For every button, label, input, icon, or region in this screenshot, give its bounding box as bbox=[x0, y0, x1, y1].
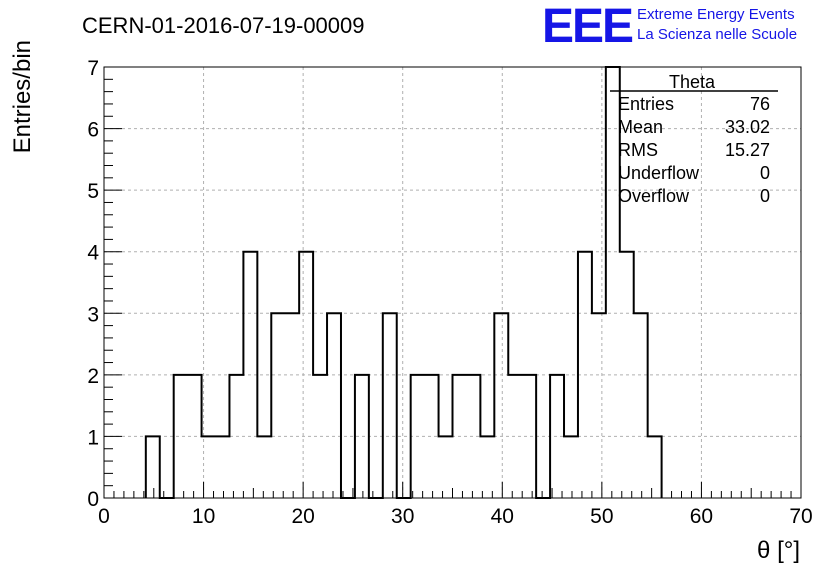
x-tick-label: 50 bbox=[590, 505, 613, 528]
axis-ticks bbox=[103, 66, 802, 499]
y-tick-label: 4 bbox=[87, 242, 99, 265]
x-tick-label: 60 bbox=[690, 505, 713, 528]
stats-rows: Entries 76 Mean 33.02 RMS 15.27 Underflow 0 Over… bbox=[618, 94, 770, 206]
histogram-bin bbox=[411, 375, 425, 498]
x-tick-label: 0 bbox=[98, 505, 110, 528]
stats-row-label: Underflow bbox=[618, 163, 700, 183]
histogram-bin bbox=[271, 313, 285, 498]
stats-row-value: 15.27 bbox=[725, 140, 770, 160]
histogram-bin bbox=[257, 436, 271, 498]
histogram-bin bbox=[229, 375, 243, 498]
logo-line-2: La Scienza nelle Scuole bbox=[637, 26, 797, 43]
stats-title: Theta bbox=[669, 72, 716, 92]
histogram-bin bbox=[146, 436, 160, 498]
histogram-bin bbox=[439, 436, 453, 498]
x-tick-label: 70 bbox=[789, 505, 812, 528]
logo-line-1: Extreme Energy Events bbox=[637, 6, 795, 23]
stats-box: Theta Entries 76 Mean 33.02 RMS 15.27 Underflo… bbox=[610, 72, 778, 206]
stats-row-label: Mean bbox=[618, 117, 663, 137]
y-tick-label: 2 bbox=[87, 365, 99, 388]
y-axis-label: Entries/bin bbox=[9, 40, 36, 153]
histogram-bin bbox=[188, 375, 202, 498]
stats-row-value: 76 bbox=[750, 94, 770, 114]
histogram-bin bbox=[243, 252, 257, 498]
stats-row-value: 0 bbox=[760, 186, 770, 206]
y-tick-label: 6 bbox=[87, 119, 99, 142]
histogram-bin bbox=[508, 375, 522, 498]
stats-row-label: Entries bbox=[618, 94, 674, 114]
histogram-bin bbox=[522, 375, 536, 498]
histogram-bin bbox=[299, 252, 313, 498]
histogram-bin bbox=[327, 313, 341, 498]
x-tick-label: 40 bbox=[491, 505, 514, 528]
chart-title: CERN-01-2016-07-19-00009 bbox=[82, 13, 365, 38]
x-tick-label: 10 bbox=[192, 505, 215, 528]
stats-row-label: Overflow bbox=[618, 186, 690, 206]
histogram-bin bbox=[592, 313, 606, 498]
histogram-bin bbox=[620, 252, 634, 498]
histogram-bin bbox=[466, 375, 480, 498]
histogram-bin bbox=[355, 375, 369, 498]
histogram-bin bbox=[578, 252, 592, 498]
histogram-bin bbox=[453, 375, 467, 498]
x-tick-label: 30 bbox=[391, 505, 414, 528]
histogram-series bbox=[144, 66, 663, 499]
histogram-bin bbox=[634, 313, 648, 498]
y-tick-label: 3 bbox=[87, 303, 99, 326]
histogram-bin bbox=[648, 436, 662, 498]
histogram-bin bbox=[564, 436, 578, 498]
tick-labels: 0 10 20 30 40 50 60 70 0 1 2 3 4 5 6 7 bbox=[87, 57, 812, 528]
eee-logo-mark: EEE bbox=[542, 0, 633, 53]
x-tick-label: 20 bbox=[291, 505, 314, 528]
y-tick-label: 5 bbox=[87, 180, 99, 203]
x-axis-label: θ [°] bbox=[757, 537, 800, 564]
histogram-bin bbox=[174, 375, 188, 498]
stats-row-label: RMS bbox=[618, 140, 658, 160]
y-tick-label: 1 bbox=[87, 426, 99, 449]
eee-logo: EEE Extreme Energy Events La Scienza nel… bbox=[542, 0, 797, 53]
histogram-bin bbox=[383, 313, 397, 498]
stats-row-value: 33.02 bbox=[725, 117, 770, 137]
histogram-bin bbox=[425, 375, 439, 498]
histogram-bin bbox=[480, 436, 494, 498]
histogram-bin bbox=[494, 313, 508, 498]
histogram-bin bbox=[550, 375, 564, 498]
y-tick-label: 0 bbox=[87, 488, 99, 511]
histogram-bin bbox=[313, 375, 327, 498]
histogram-bin bbox=[285, 313, 299, 498]
histogram-bin bbox=[216, 436, 230, 498]
y-tick-label: 7 bbox=[87, 57, 99, 80]
stats-row-value: 0 bbox=[760, 163, 770, 183]
